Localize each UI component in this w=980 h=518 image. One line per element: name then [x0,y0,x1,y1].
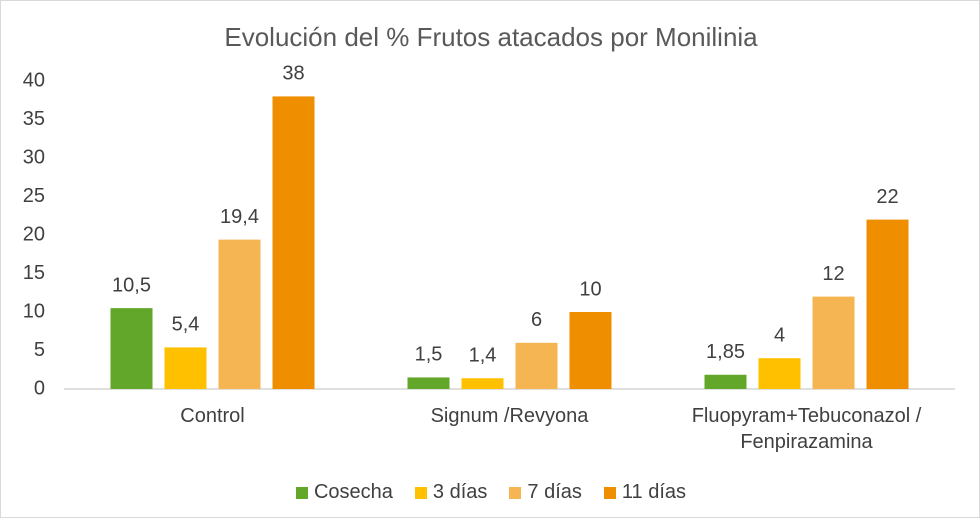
bar [758,358,801,389]
chart-title: Evolución del % Frutos atacados por Moni… [224,22,758,52]
bar [461,378,504,389]
legend-item: 11 días [603,481,687,504]
y-tick-label: 5 [34,339,45,361]
legend-label: 11 días [621,481,687,503]
y-tick-label: 25 [23,185,45,207]
legend: Cosecha 3 días 7 días 11 días [1,481,979,504]
y-tick-label: 10 [23,300,45,322]
data-label: 38 [282,63,304,85]
data-label: 22 [876,186,898,208]
legend-item: 3 días [414,481,488,504]
y-tick-label: 15 [23,262,45,284]
legend-label: 7 días [527,481,582,503]
y-tick-label: 30 [23,146,45,168]
bar [407,377,450,389]
bar [515,342,558,389]
data-label: 1,4 [469,345,497,367]
data-label: 6 [531,309,542,331]
y-tick-label: 0 [34,377,45,399]
bar [110,308,153,389]
x-tick-label: Signum /Revyona [430,405,589,427]
legend-swatch [295,486,308,499]
legend-swatch [414,486,427,499]
y-tick-label: 35 [23,108,45,130]
legend-item: 7 días [509,481,582,504]
bar [164,347,207,389]
data-label: 10,5 [112,274,151,296]
data-label: 4 [774,324,785,346]
data-label: 12 [822,263,844,285]
legend-label: 3 días [432,481,488,503]
data-label: 5,4 [172,314,200,336]
bar [866,219,909,389]
bar [812,296,855,389]
x-tick-label: Control [180,405,245,427]
bar [218,239,261,389]
y-tick-label: 20 [23,223,45,245]
bar [569,312,612,389]
data-label: 10 [579,278,601,300]
y-tick-label: 40 [23,69,45,91]
data-label: 19,4 [220,206,259,228]
legend-swatch [603,486,616,499]
x-tick-label: Fluopyram+Tebuconazol / Fenpirazamina [691,405,922,453]
legend-swatch [509,486,522,499]
legend-item: Cosecha [295,481,393,504]
bar [272,96,315,390]
data-label: 1,85 [706,341,745,363]
legend-label: Cosecha [313,481,393,503]
data-label: 1,5 [415,344,443,366]
bar [704,374,747,389]
